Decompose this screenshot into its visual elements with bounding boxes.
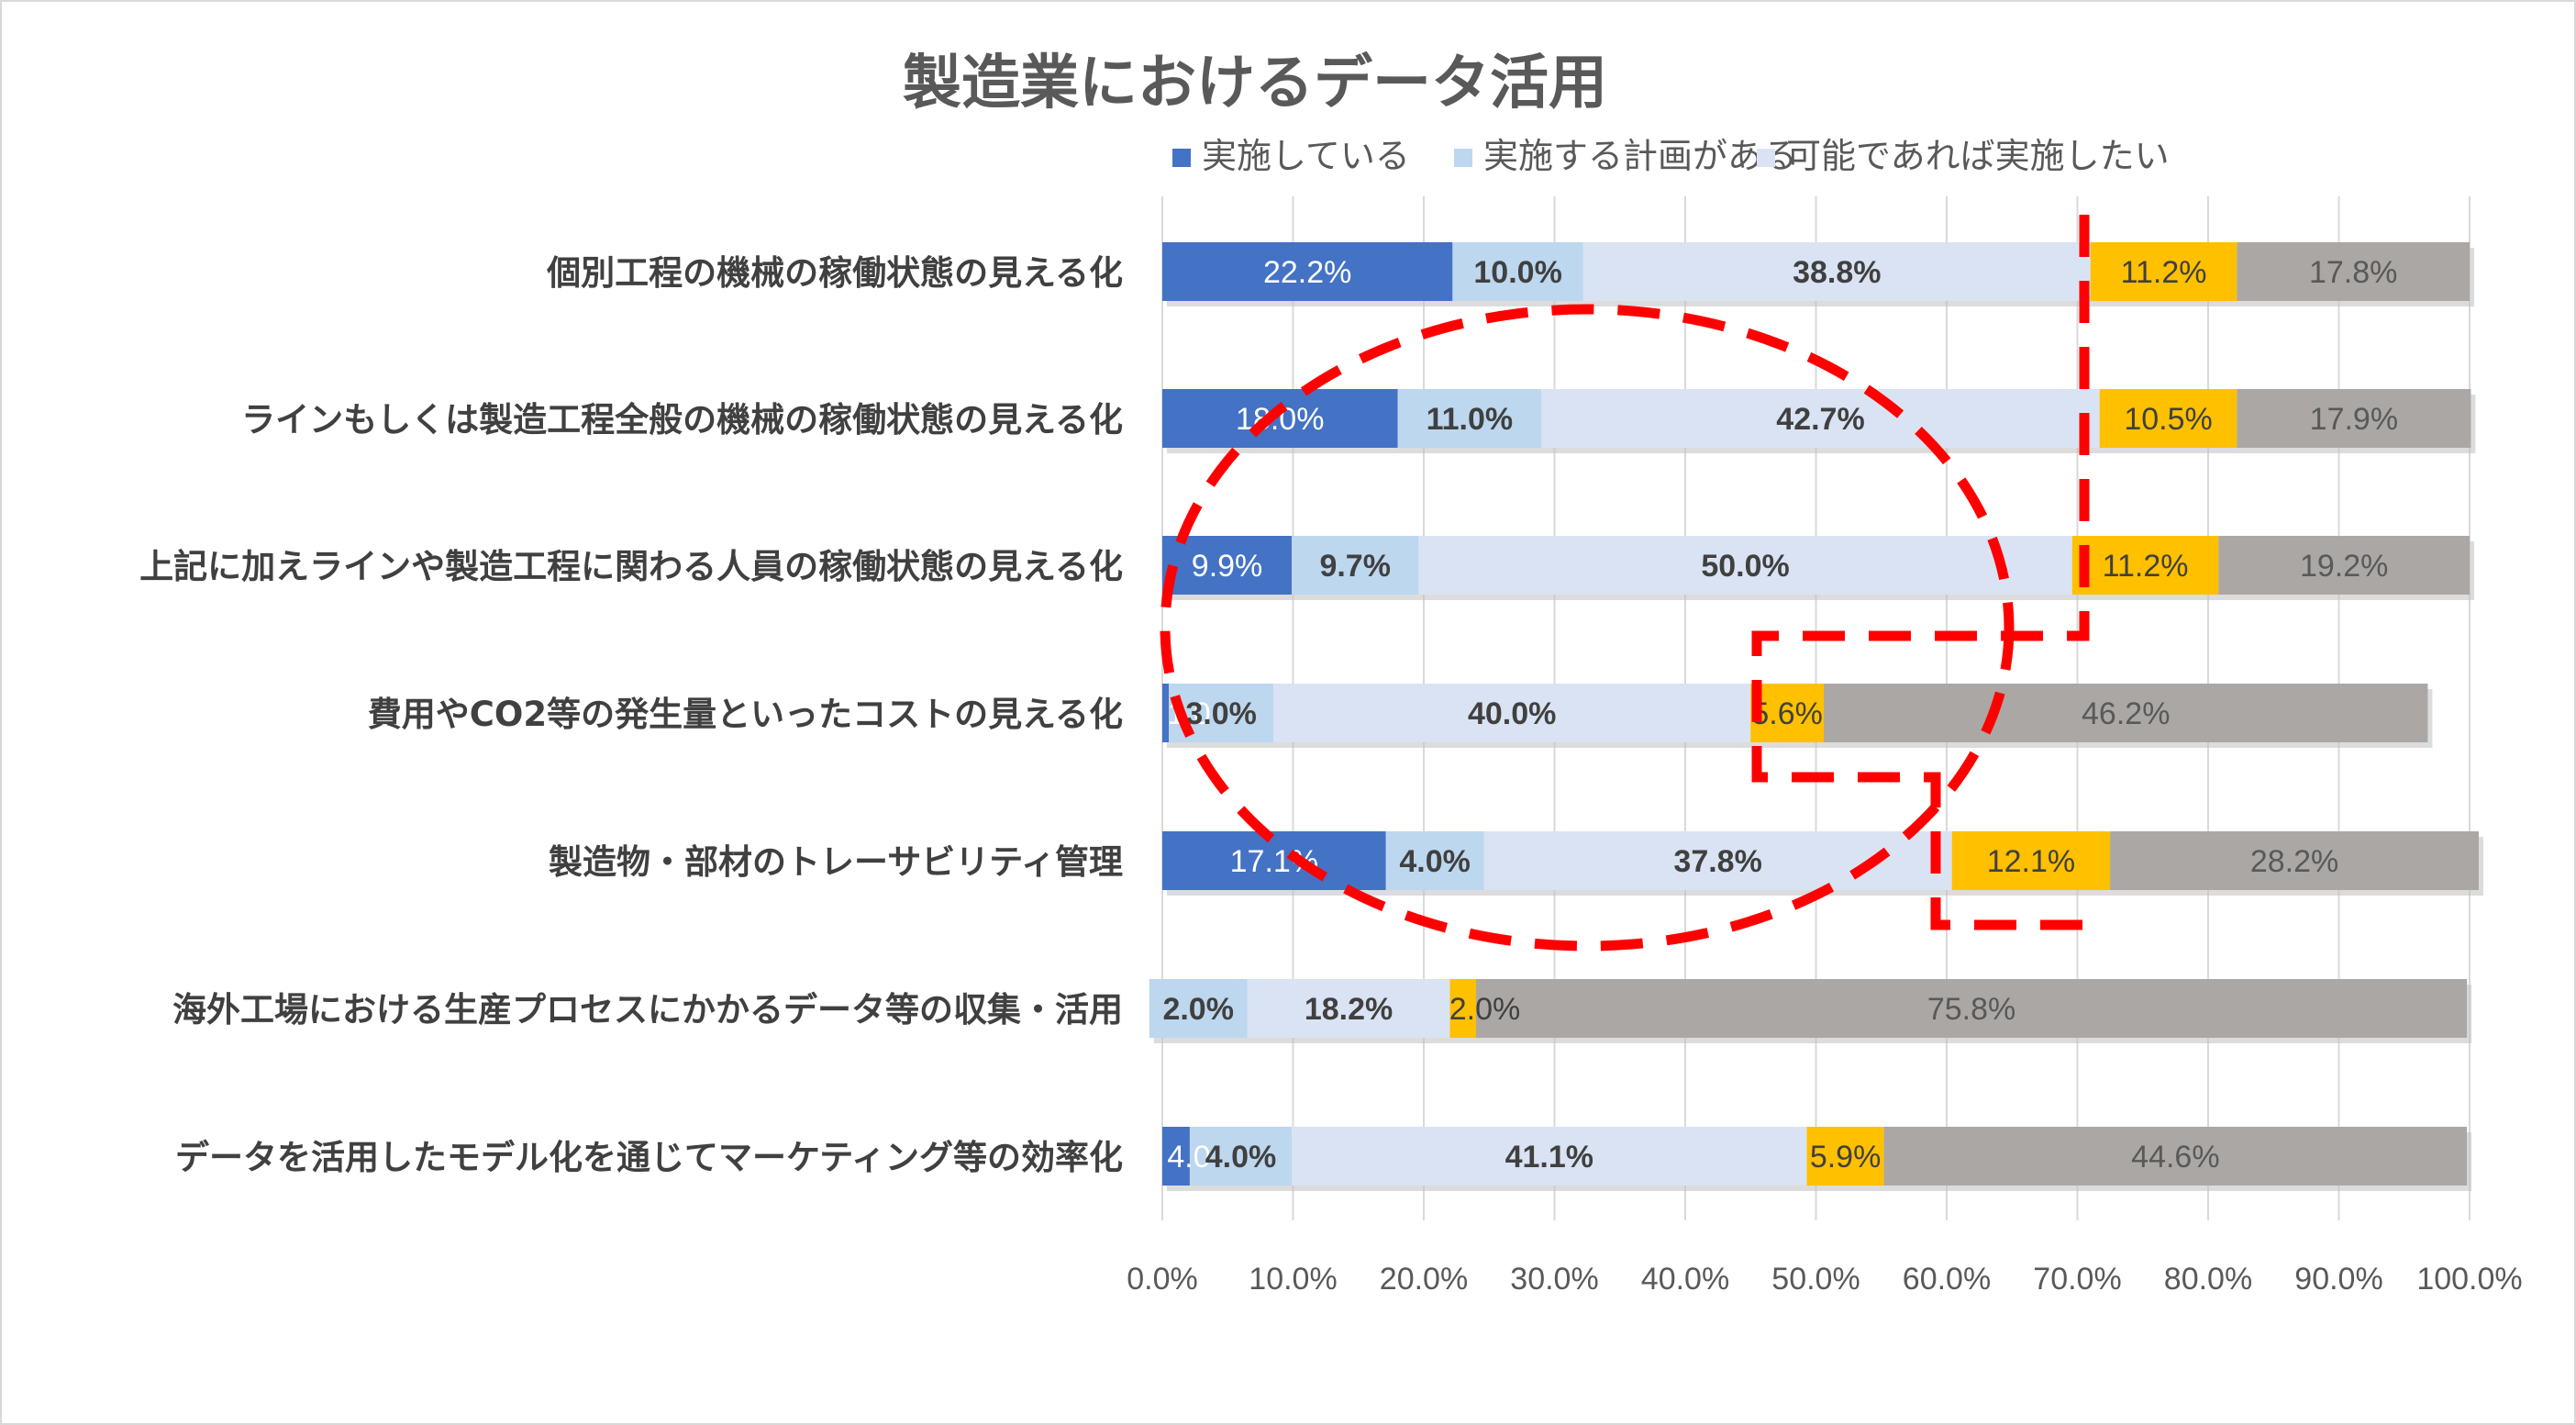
- bar-segment: [1883, 1127, 2468, 1186]
- data-label: 11.0%: [1427, 402, 1514, 437]
- data-label: 11.2%: [2121, 255, 2207, 290]
- data-label: 75.8%: [1927, 992, 2015, 1027]
- bar-segment: [1541, 389, 2100, 448]
- bar-segment: [1449, 979, 1476, 1038]
- legend-swatch: [1454, 149, 1472, 167]
- dashed-circle: [1160, 304, 2015, 952]
- x-tick-labels: 0.0% 10.0% 20.0% 30.0% 40.0% 50.0% 60.0% 70.0% 8…: [1127, 1262, 2522, 1297]
- bar-segment: [1385, 831, 1484, 890]
- bar-segment: [2099, 389, 2237, 448]
- category-label: データを活用したモデル化を通じてマーケティング等の効率化: [175, 1138, 1123, 1177]
- bar-segment: [2237, 389, 2471, 448]
- data-label: 46.2%: [2082, 696, 2170, 731]
- legend-label: 実施している: [1202, 136, 1410, 176]
- data-label: 38.8%: [1793, 255, 1881, 290]
- x-tick-label: 100.0%: [2416, 1262, 2522, 1297]
- x-tick-label: 50.0%: [1771, 1262, 1860, 1297]
- data-labels: 22.2% 10.0% 38.8% 11.2% 17.8%18.0% 11.0% 42.7%…: [1162, 255, 2398, 1175]
- x-tick-label: 80.0%: [2164, 1262, 2252, 1297]
- data-label: 28.2%: [2250, 844, 2338, 879]
- data-label: 11.2%: [2103, 549, 2189, 584]
- legend-swatch: [1172, 149, 1191, 167]
- data-label: 5.6%: [1751, 696, 1823, 731]
- x-tick-label: 40.0%: [1641, 1262, 1729, 1297]
- data-label: 12.1%: [1987, 844, 2075, 879]
- data-label: 9.9%: [1192, 549, 1263, 584]
- category-labels: 個別工程の機械の稼働状態の見える化ラインもしくは製造工程全般の機械の稼働状態の見…: [139, 253, 1123, 1177]
- data-label: 17.9%: [2310, 402, 2398, 437]
- category-label: 製造物・部材のトレーサビリティ管理: [549, 842, 1123, 882]
- data-label: 10.5%: [2124, 402, 2212, 437]
- legend-label: 実施する計画がある: [1483, 136, 1797, 176]
- bar-segment: [1162, 1127, 1190, 1186]
- data-label: 2.0%: [1162, 992, 1234, 1027]
- data-label: 4.0%: [1205, 1140, 1277, 1175]
- data-label: 37.8%: [1673, 844, 1761, 879]
- bar-segment: [1951, 831, 2111, 890]
- x-tick-label: 90.0%: [2294, 1262, 2382, 1297]
- data-label: 10.0%: [1473, 255, 1561, 290]
- data-label: 9.7%: [1319, 549, 1391, 584]
- bar-segment: [1452, 242, 1583, 301]
- legend-label: 可能であれば実施したい: [1786, 136, 2170, 176]
- chart-title: 製造業におけるデータ活用: [903, 50, 1607, 117]
- bar-segment: [2071, 536, 2219, 595]
- bar-segment: [1418, 536, 2072, 595]
- bar-segment: [1162, 831, 1386, 890]
- x-tick-label: 20.0%: [1380, 1262, 1468, 1297]
- bar-segment: [1292, 1127, 1807, 1186]
- data-label: 44.6%: [2131, 1140, 2219, 1175]
- data-label: 5.9%: [1810, 1140, 1882, 1175]
- bar-segment: [1162, 536, 1293, 595]
- x-tick-label: 30.0%: [1510, 1262, 1598, 1297]
- x-tick-label: 70.0%: [2033, 1262, 2121, 1297]
- data-label: 42.7%: [1776, 402, 1864, 437]
- data-label: 40.0%: [1468, 696, 1556, 731]
- bar-segment: [1806, 1127, 1884, 1186]
- data-label: 3.0%: [1185, 696, 1257, 731]
- data-label: 18.2%: [1305, 992, 1393, 1027]
- bar-segment: [1247, 979, 1450, 1038]
- bar-segment: [1582, 242, 2091, 301]
- x-tick-label: 10.0%: [1249, 1262, 1337, 1297]
- data-label: 50.0%: [1701, 549, 1789, 584]
- category-label: 上記に加えラインや製造工程に関わる人員の稼働状態の見える化: [139, 547, 1123, 586]
- annotations: [1160, 215, 2106, 952]
- bars: [1149, 242, 2483, 1191]
- category-label: 個別工程の機械の稼働状態の見える化: [546, 253, 1123, 293]
- bar-segment: [1162, 242, 1453, 301]
- bar-segment: [2237, 242, 2470, 301]
- x-tick-label: 0.0%: [1127, 1262, 1198, 1297]
- dashed-bracket: [1751, 215, 2106, 930]
- data-label: 2.0%: [1449, 992, 1521, 1027]
- bar-segment: [2110, 831, 2479, 890]
- category-label: ラインもしくは製造工程全般の機械の稼働状態の見える化: [241, 400, 1123, 440]
- bar-segment: [1292, 536, 1419, 595]
- data-label: 17.8%: [2309, 255, 2397, 290]
- bar-segment: [2090, 242, 2237, 301]
- category-label: 費用やCO2等の発生量といったコストの見える化: [368, 695, 1123, 734]
- bar-segment: [1476, 979, 2468, 1038]
- data-label: 4.0: [1167, 1140, 1210, 1175]
- category-label: 海外工場における生産プロセスにかかるデータ等の収集・活用: [172, 990, 1123, 1030]
- bar-segment: [1824, 684, 2428, 742]
- bar-segment: [1750, 684, 1825, 742]
- bar-segment: [1162, 389, 1398, 448]
- bar-segment: [1189, 1127, 1293, 1186]
- bar-segment: [1149, 979, 1248, 1038]
- data-label: 4.0%: [1399, 844, 1471, 879]
- bar-segment: [1162, 684, 1170, 742]
- x-tick-label: 60.0%: [1903, 1262, 1991, 1297]
- bar-segment: [1397, 389, 1542, 448]
- data-label: 22.2%: [1263, 255, 1351, 290]
- data-label: 41.1%: [1505, 1140, 1593, 1175]
- bar-segment: [2218, 536, 2470, 595]
- bar-segment: [1273, 684, 1751, 742]
- legend-swatch: [1757, 149, 1775, 167]
- data-label: 19.2%: [2300, 549, 2388, 584]
